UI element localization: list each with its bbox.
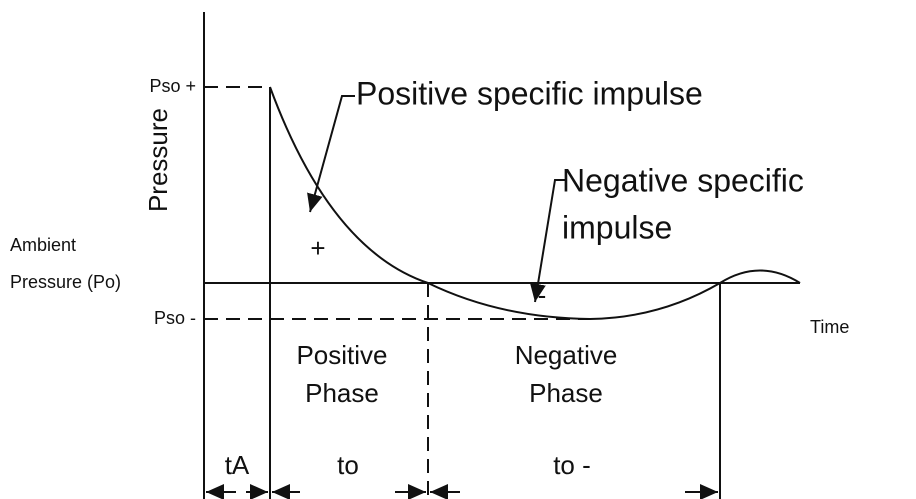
- annotation: impulse: [562, 209, 672, 245]
- phase-label: Positive: [296, 340, 387, 370]
- ambient-label: Pressure (Po): [10, 272, 121, 292]
- plus-sign: +: [310, 233, 325, 263]
- duration-label: tA: [225, 450, 250, 480]
- pso-minus: Pso -: [154, 308, 196, 328]
- x-axis-label: Time: [810, 317, 849, 337]
- annotation: Negative specific: [562, 162, 804, 198]
- positive-pointer: [307, 95, 355, 213]
- pressure-curve: [269, 86, 801, 321]
- annotation: Positive specific impulse: [356, 75, 703, 111]
- ambient-label: Ambient: [10, 235, 76, 255]
- y-axis-label: Pressure: [143, 108, 173, 212]
- negative-pointer: [530, 179, 565, 303]
- minus-sign: -: [538, 280, 547, 310]
- phase-label: Phase: [529, 378, 603, 408]
- lines: [203, 12, 801, 499]
- duration-label: to: [337, 450, 359, 480]
- phase-label: Phase: [305, 378, 379, 408]
- duration-label: to -: [553, 450, 591, 480]
- pso-plus: Pso +: [149, 76, 196, 96]
- phase-label: Negative: [515, 340, 618, 370]
